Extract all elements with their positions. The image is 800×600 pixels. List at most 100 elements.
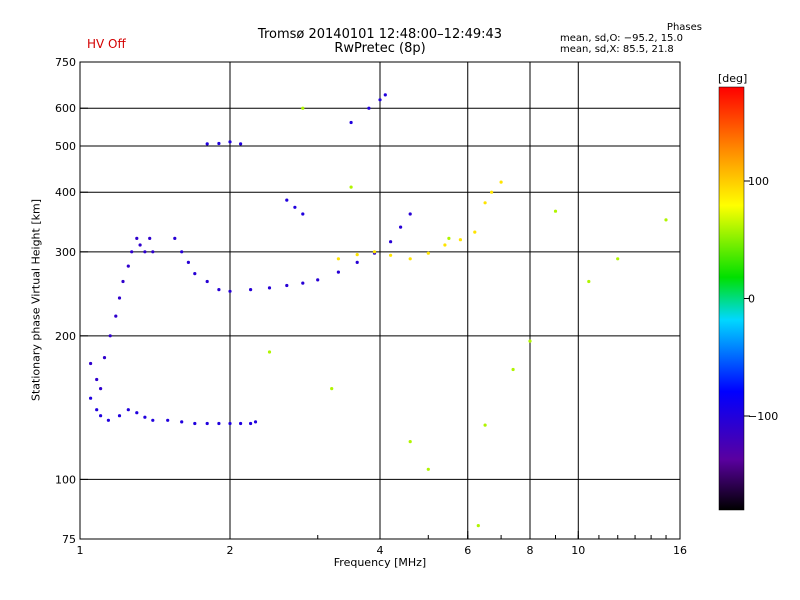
data-point — [389, 240, 393, 244]
data-point — [102, 356, 107, 360]
y-tick-label: 75 — [62, 533, 76, 546]
data-point — [473, 230, 477, 234]
data-point — [426, 467, 430, 471]
data-point — [151, 418, 155, 422]
data-point — [143, 415, 147, 419]
y-tick-label: 300 — [55, 246, 76, 259]
data-point — [228, 289, 232, 293]
x-tick-label: 16 — [673, 544, 687, 557]
data-point — [205, 279, 209, 284]
data-point — [426, 251, 430, 255]
colorbar — [718, 86, 745, 511]
data-points — [89, 93, 668, 528]
data-point — [135, 411, 139, 415]
phase-stats: Phases mean, sd,O: −95.2, 15.0 mean, sd,… — [560, 22, 720, 55]
data-point — [483, 423, 487, 427]
data-point — [443, 243, 447, 247]
colorbar-label: [deg] — [718, 72, 747, 85]
data-point — [349, 185, 353, 189]
hv-status-label: HV Off — [87, 37, 126, 51]
y-tick-label: 600 — [55, 102, 76, 115]
data-point — [135, 236, 139, 240]
data-point — [95, 408, 99, 412]
data-point — [336, 270, 340, 274]
data-point — [616, 257, 620, 261]
data-point — [95, 377, 99, 382]
title-line-2: RwPretec (8p) — [334, 41, 426, 56]
y-tick-label: 200 — [55, 330, 76, 343]
y-tick-label: 100 — [55, 473, 76, 486]
data-point — [126, 264, 130, 268]
data-point — [99, 387, 103, 391]
x-tick-label: 1 — [77, 544, 84, 557]
data-point — [228, 421, 232, 426]
data-point — [301, 106, 305, 110]
y-tick-label: 400 — [55, 186, 76, 199]
y-tick-label: 500 — [55, 140, 76, 153]
data-point — [355, 253, 359, 257]
data-point — [490, 190, 494, 194]
data-point — [553, 209, 558, 213]
data-point — [89, 361, 93, 366]
data-point — [151, 250, 155, 254]
y-tick-label: 750 — [55, 56, 76, 69]
data-point — [121, 279, 125, 284]
x-tick-label: 2 — [227, 544, 234, 557]
data-point — [408, 257, 412, 261]
data-point — [293, 205, 297, 209]
data-point — [186, 260, 190, 264]
data-point — [483, 201, 487, 205]
data-point — [378, 98, 382, 102]
data-point — [528, 339, 532, 343]
data-point — [130, 250, 134, 254]
data-point — [355, 260, 359, 264]
data-point — [180, 420, 184, 424]
colorbar-tick-label: 0 — [748, 293, 755, 306]
data-point — [316, 278, 320, 282]
colorbar-ticks: 100 0 −100 — [744, 175, 778, 423]
data-point — [664, 218, 668, 222]
data-point — [372, 250, 377, 254]
data-point — [330, 387, 334, 391]
data-point — [399, 225, 403, 229]
data-point — [267, 350, 272, 354]
data-point — [193, 421, 197, 426]
data-point — [108, 334, 112, 338]
title-line-1: Tromsø 20140101 12:48:00–12:49:43 — [257, 27, 503, 42]
phase-stats-o: mean, sd,O: −95.2, 15.0 — [560, 33, 683, 44]
data-point — [408, 440, 412, 444]
data-point — [458, 238, 462, 242]
data-point — [285, 283, 289, 288]
data-point — [106, 418, 110, 422]
data-point — [408, 212, 412, 216]
data-point — [99, 414, 103, 418]
x-axis-label: Frequency [MHz] — [333, 556, 427, 569]
data-point — [148, 236, 152, 240]
data-point — [239, 142, 243, 146]
data-point — [476, 524, 480, 528]
data-point — [336, 257, 340, 261]
chart-title: Tromsø 20140101 12:48:00–12:49:43 RwPret… — [220, 28, 540, 56]
data-point — [89, 396, 93, 400]
phase-stats-x: mean, sd,X: 85.5, 21.8 — [560, 44, 674, 55]
data-point — [447, 236, 451, 240]
data-point — [143, 250, 147, 254]
colorbar-tick-label: 100 — [748, 175, 769, 188]
axis-ticks: 1 2 4 6 8 10 16 75 100 200 300 400 500 600 750 — [55, 56, 687, 557]
data-point — [499, 180, 503, 184]
data-point — [217, 288, 221, 292]
data-point — [117, 414, 122, 418]
data-point — [228, 140, 232, 144]
data-point — [180, 250, 184, 254]
data-point — [267, 286, 272, 290]
data-point — [301, 212, 305, 216]
data-point — [511, 367, 515, 372]
data-point — [249, 288, 253, 292]
data-point — [253, 420, 258, 424]
data-point — [193, 272, 197, 276]
data-point — [285, 198, 289, 202]
x-tick-label: 8 — [527, 544, 534, 557]
data-point — [389, 253, 393, 257]
colorbar-tick-label: −100 — [748, 410, 778, 423]
data-point — [587, 279, 591, 284]
